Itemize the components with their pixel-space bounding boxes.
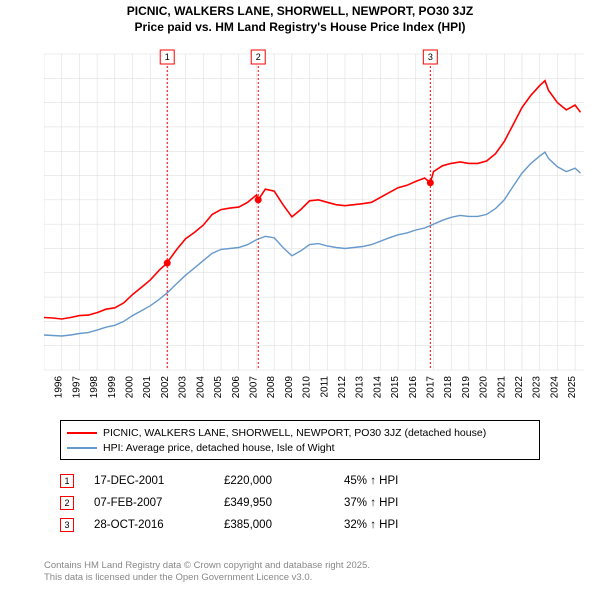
svg-text:2021: 2021 [496, 376, 507, 399]
svg-text:2003: 2003 [178, 376, 189, 399]
svg-text:2000: 2000 [125, 376, 136, 399]
legend-label: HPI: Average price, detached house, Isle… [103, 442, 335, 454]
sale-price: £220,000 [224, 475, 344, 487]
svg-text:2: 2 [256, 52, 261, 62]
svg-text:2022: 2022 [514, 376, 525, 399]
svg-text:2001: 2001 [142, 376, 153, 399]
svg-text:1: 1 [165, 52, 170, 62]
svg-text:2002: 2002 [160, 376, 171, 399]
svg-text:1999: 1999 [107, 376, 118, 399]
footnote-line-2: This data is licensed under the Open Gov… [44, 572, 370, 584]
sales-table: 1 17-DEC-2001£220,00045% ↑ HPI 2 07-FEB-200… [60, 470, 464, 536]
svg-text:2008: 2008 [266, 376, 277, 399]
sale-row: 3 28-OCT-2016£385,00032% ↑ HPI [60, 514, 464, 536]
svg-text:2013: 2013 [355, 376, 366, 399]
svg-text:1996: 1996 [54, 376, 65, 399]
svg-text:2009: 2009 [284, 376, 295, 399]
svg-text:1997: 1997 [71, 376, 82, 399]
legend-row: PICNIC, WALKERS LANE, SHORWELL, NEWPORT,… [67, 425, 533, 440]
svg-text:2017: 2017 [426, 376, 437, 399]
sale-row: 1 17-DEC-2001£220,00045% ↑ HPI [60, 470, 464, 492]
svg-text:2006: 2006 [231, 376, 242, 399]
svg-text:2025: 2025 [567, 376, 578, 399]
svg-text:2014: 2014 [372, 376, 383, 399]
chart-title-block: PICNIC, WALKERS LANE, SHORWELL, NEWPORT,… [0, 0, 600, 35]
svg-text:2019: 2019 [461, 376, 472, 399]
svg-text:2023: 2023 [532, 376, 543, 399]
svg-text:1995: 1995 [44, 376, 47, 399]
svg-text:2005: 2005 [213, 376, 224, 399]
svg-text:1998: 1998 [89, 376, 100, 399]
sale-hpi: 32% ↑ HPI [344, 519, 464, 531]
title-line-2: Price paid vs. HM Land Registry's House … [0, 20, 600, 36]
sale-price: £385,000 [224, 519, 344, 531]
svg-text:2012: 2012 [337, 376, 348, 399]
svg-text:2011: 2011 [319, 376, 330, 398]
legend-swatch [67, 447, 97, 449]
legend: PICNIC, WALKERS LANE, SHORWELL, NEWPORT,… [60, 420, 540, 460]
legend-label: PICNIC, WALKERS LANE, SHORWELL, NEWPORT,… [103, 427, 486, 439]
sale-row: 2 07-FEB-2007£349,95037% ↑ HPI [60, 492, 464, 514]
svg-text:2020: 2020 [479, 376, 490, 399]
sale-hpi: 45% ↑ HPI [344, 475, 464, 487]
sale-index-box: 3 [60, 518, 74, 532]
sale-date: 17-DEC-2001 [94, 475, 224, 487]
svg-text:2015: 2015 [390, 376, 401, 399]
sale-hpi: 37% ↑ HPI [344, 497, 464, 509]
legend-row: HPI: Average price, detached house, Isle… [67, 440, 533, 455]
sale-index-box: 2 [60, 496, 74, 510]
footnote-line-1: Contains HM Land Registry data © Crown c… [44, 560, 370, 572]
chart-area: £0£50K£100K£150K£200K£250K£300K£350K£400… [44, 44, 584, 404]
svg-text:2004: 2004 [195, 376, 206, 399]
svg-text:2024: 2024 [549, 376, 560, 399]
svg-text:2016: 2016 [408, 376, 419, 399]
sale-date: 28-OCT-2016 [94, 519, 224, 531]
footnote: Contains HM Land Registry data © Crown c… [44, 560, 370, 584]
sale-date: 07-FEB-2007 [94, 497, 224, 509]
svg-text:2018: 2018 [443, 376, 454, 399]
sale-price: £349,950 [224, 497, 344, 509]
svg-text:2010: 2010 [302, 376, 313, 399]
sale-index-box: 1 [60, 474, 74, 488]
svg-text:3: 3 [428, 52, 433, 62]
title-line-1: PICNIC, WALKERS LANE, SHORWELL, NEWPORT,… [0, 4, 600, 20]
legend-swatch [67, 432, 97, 434]
svg-text:2007: 2007 [248, 376, 259, 399]
chart-svg: £0£50K£100K£150K£200K£250K£300K£350K£400… [44, 44, 584, 404]
